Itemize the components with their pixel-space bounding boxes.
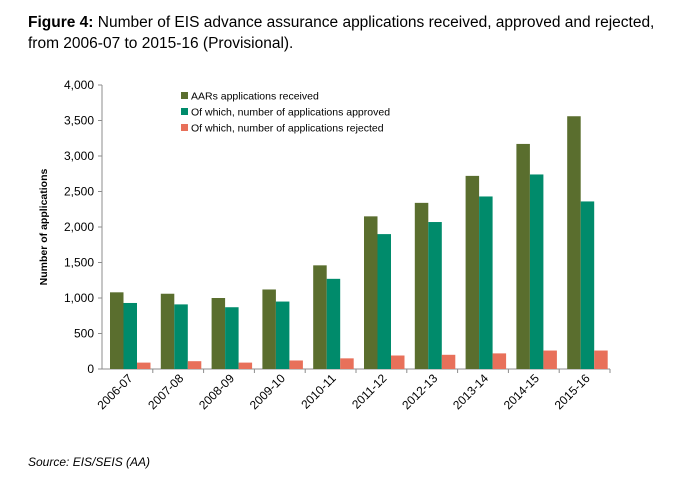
x-tick-label: 2008-09 (196, 371, 237, 412)
figure-caption: Figure 4: Number of EIS advance assuranc… (28, 12, 668, 54)
bar-received (110, 292, 124, 369)
y-axis-label: Number of applications (38, 169, 50, 286)
bar-rejected (340, 358, 354, 369)
bar-received (160, 293, 175, 369)
bar-rejected (543, 350, 557, 369)
bar-received (313, 265, 327, 369)
bar-approved (529, 174, 544, 369)
y-axis: 0 500 1,000 1,500 2,000 2,500 3,000 3,500 4,000 (64, 78, 103, 376)
bar-received (364, 216, 378, 369)
y-tick-label: 2,000 (64, 220, 94, 234)
bar-rejected (492, 353, 507, 369)
bar-rejected (391, 355, 405, 369)
bar-approved (174, 304, 188, 369)
bar-received (516, 143, 530, 369)
legend: AARs applications received Of which, numb… (181, 91, 390, 135)
legend-label: Of which, number of applications rejecte… (191, 123, 384, 135)
bar-received (414, 202, 429, 369)
bar-approved (580, 201, 595, 369)
bar-rejected (594, 350, 608, 369)
bar-approved (123, 302, 137, 369)
bar-received (465, 175, 480, 369)
y-tick-label: 1,000 (64, 291, 94, 305)
x-tick-label: 2011-12 (349, 371, 390, 412)
x-tick-label: 2014-15 (501, 371, 542, 412)
bar-rejected (187, 361, 202, 369)
legend-label: AARs applications received (191, 91, 319, 103)
legend-swatch (181, 124, 188, 131)
bar-approved (326, 278, 341, 369)
legend-swatch (181, 92, 188, 99)
bar-received (567, 116, 581, 370)
x-tick-label: 2013-14 (450, 371, 491, 412)
bar-approved (428, 222, 442, 369)
x-axis: 2006-07 2007-08 2008-09 2009-10 2010-11 2011-… (94, 368, 611, 412)
bars (110, 116, 608, 370)
bar-approved (275, 301, 290, 369)
bar-received (211, 298, 226, 369)
bar-rejected (137, 362, 151, 369)
y-tick-label: 500 (74, 327, 94, 341)
bar-approved (225, 307, 239, 369)
bar-approved (377, 234, 391, 369)
y-tick-label: 4,000 (64, 78, 94, 92)
x-tick-label: 2009-10 (247, 371, 288, 412)
bar-rejected (289, 360, 303, 369)
figure-title: Number of EIS advance assurance applicat… (28, 14, 655, 52)
bar-received (262, 289, 276, 369)
x-tick-label: 2012-13 (399, 371, 440, 412)
x-tick-label: 2006-07 (94, 371, 135, 412)
x-tick-label: 2015-16 (552, 371, 593, 412)
y-tick-label: 3,500 (64, 114, 94, 128)
source-note: Source: EIS/SEIS (AA) (28, 455, 151, 469)
bar-approved (479, 196, 493, 369)
x-tick-label: 2007-08 (145, 371, 186, 412)
y-tick-label: 0 (87, 362, 94, 376)
figure-label: Figure 4: (28, 14, 94, 31)
y-tick-label: 1,500 (64, 256, 94, 270)
x-tick-label: 2010-11 (298, 371, 339, 412)
bar-rejected (441, 354, 456, 369)
bar-rejected (238, 362, 253, 369)
legend-swatch (181, 108, 188, 115)
y-tick-label: 2,500 (64, 185, 94, 199)
y-tick-label: 3,000 (64, 149, 94, 163)
legend-label: Of which, number of applications approve… (191, 107, 390, 119)
